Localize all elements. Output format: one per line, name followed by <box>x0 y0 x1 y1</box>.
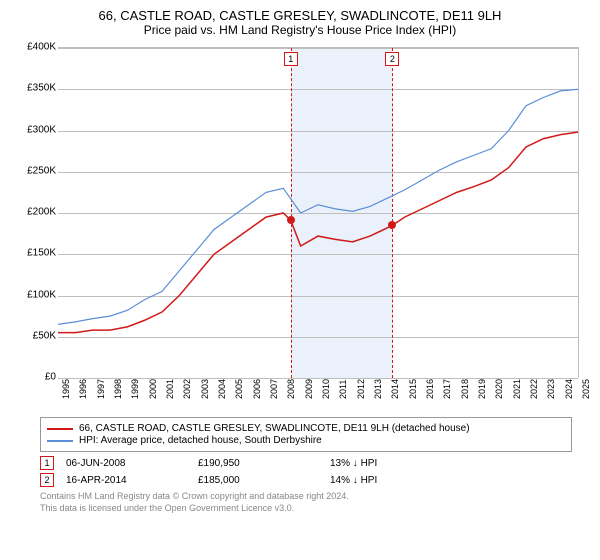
transaction-row: 1 06-JUN-2008 £190,950 13% ↓ HPI <box>40 456 580 470</box>
footer-attribution: Contains HM Land Registry data © Crown c… <box>40 491 590 514</box>
x-axis-tick: 2007 <box>269 379 279 399</box>
x-axis-tick: 2020 <box>494 379 504 399</box>
flag-icon: 1 <box>40 456 54 470</box>
y-axis-tick: £200K <box>10 207 56 218</box>
y-axis-tick: £400K <box>10 42 56 53</box>
x-axis-tick: 2018 <box>460 379 470 399</box>
series-hpi <box>58 89 578 324</box>
x-axis-tick: 2025 <box>581 379 591 399</box>
legend-label: 66, CASTLE ROAD, CASTLE GRESLEY, SWADLIN… <box>79 423 470 434</box>
x-axis-tick: 2022 <box>529 379 539 399</box>
y-axis-tick: £300K <box>10 124 56 135</box>
legend-swatch <box>47 440 73 442</box>
x-axis-tick: 1999 <box>130 379 140 399</box>
transaction-date: 16-APR-2014 <box>66 475 186 486</box>
legend-item: 66, CASTLE ROAD, CASTLE GRESLEY, SWADLIN… <box>47 423 565 434</box>
page-subtitle: Price paid vs. HM Land Registry's House … <box>10 23 590 37</box>
x-axis-tick: 1997 <box>96 379 106 399</box>
x-axis-tick: 2023 <box>546 379 556 399</box>
flag-icon: 2 <box>40 473 54 487</box>
footer-line: Contains HM Land Registry data © Crown c… <box>40 491 590 503</box>
transaction-date: 06-JUN-2008 <box>66 458 186 469</box>
x-axis-tick: 2010 <box>321 379 331 399</box>
x-axis-tick: 2005 <box>234 379 244 399</box>
x-axis-tick: 2012 <box>356 379 366 399</box>
x-axis-tick: 2017 <box>442 379 452 399</box>
y-axis-tick: £350K <box>10 83 56 94</box>
series-price_paid <box>58 132 578 332</box>
transaction-delta: 13% ↓ HPI <box>330 458 450 469</box>
legend-label: HPI: Average price, detached house, Sout… <box>79 435 322 446</box>
x-axis-tick: 2002 <box>182 379 192 399</box>
x-axis-tick: 2001 <box>165 379 175 399</box>
x-axis-tick: 2003 <box>200 379 210 399</box>
x-axis-tick: 2000 <box>148 379 158 399</box>
y-axis-tick: £50K <box>10 330 56 341</box>
x-axis-tick: 2021 <box>512 379 522 399</box>
transaction-price: £185,000 <box>198 475 318 486</box>
x-axis-tick: 2006 <box>252 379 262 399</box>
legend-swatch <box>47 428 73 430</box>
x-axis-tick: 2011 <box>338 380 348 399</box>
legend-item: HPI: Average price, detached house, Sout… <box>47 435 565 446</box>
chart-legend: 66, CASTLE ROAD, CASTLE GRESLEY, SWADLIN… <box>40 417 572 452</box>
x-axis-tick: 2008 <box>286 379 296 399</box>
x-axis-tick: 2014 <box>390 379 400 399</box>
transaction-row: 2 16-APR-2014 £185,000 14% ↓ HPI <box>40 473 580 487</box>
x-axis-tick: 2013 <box>373 379 383 399</box>
price-chart: 12 £0£50K£100K£150K£200K£250K£300K£350K£… <box>10 43 590 413</box>
footer-line: This data is licensed under the Open Gov… <box>40 503 590 515</box>
x-axis-tick: 1998 <box>113 379 123 399</box>
x-axis-tick: 2016 <box>425 379 435 399</box>
page-title: 66, CASTLE ROAD, CASTLE GRESLEY, SWADLIN… <box>10 8 590 23</box>
x-axis-tick: 2009 <box>304 379 314 399</box>
x-axis-tick: 2024 <box>564 379 574 399</box>
transaction-delta: 14% ↓ HPI <box>330 475 450 486</box>
x-axis-tick: 1995 <box>61 379 71 399</box>
y-axis-tick: £150K <box>10 248 56 259</box>
y-axis-tick: £250K <box>10 165 56 176</box>
transaction-price: £190,950 <box>198 458 318 469</box>
x-axis-tick: 2015 <box>408 379 418 399</box>
transaction-list: 1 06-JUN-2008 £190,950 13% ↓ HPI 2 16-AP… <box>40 456 580 487</box>
x-axis-tick: 1996 <box>78 379 88 399</box>
y-axis-tick: £100K <box>10 289 56 300</box>
y-axis-tick: £0 <box>10 372 56 383</box>
x-axis-tick: 2019 <box>477 379 487 399</box>
x-axis-tick: 2004 <box>217 379 227 399</box>
